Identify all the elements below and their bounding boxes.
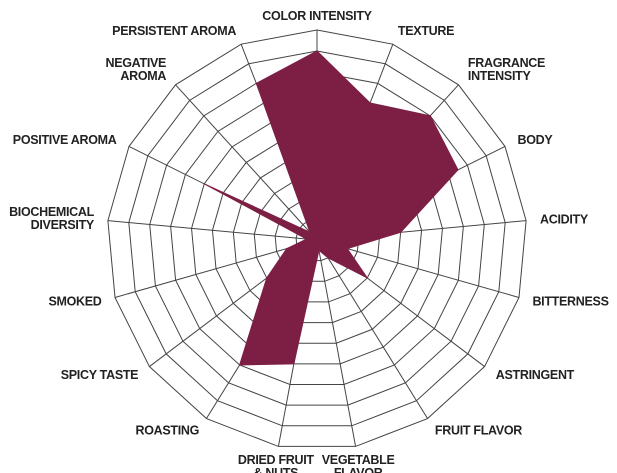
axis-label: BIOCHEMICAL bbox=[9, 205, 95, 219]
axis-label: VEGETABLE bbox=[322, 453, 395, 467]
axis-label: INTENSITY bbox=[468, 69, 532, 83]
axis-label: ACIDITY bbox=[540, 212, 589, 226]
spoke bbox=[316, 239, 357, 447]
axis-label: FRAGRANCE bbox=[468, 56, 545, 70]
axis-label: COLOR INTENSITY bbox=[262, 9, 372, 23]
spoke bbox=[175, 84, 318, 241]
axis-label: DIVERSITY bbox=[31, 218, 95, 232]
data-area bbox=[203, 50, 459, 366]
axis-label: ASTRINGENT bbox=[496, 368, 575, 382]
grid-ring bbox=[149, 71, 485, 406]
axis-label: BODY bbox=[518, 133, 554, 147]
axis-label: & NUTS bbox=[253, 466, 298, 473]
axis-label: FRUIT FLAVOR bbox=[435, 423, 522, 437]
spoke bbox=[107, 220, 318, 241]
axis-label: PERSISTENT AROMA bbox=[112, 24, 236, 38]
axis-label: TEXTURE bbox=[398, 24, 454, 38]
axis-label: FLAVOR bbox=[334, 466, 383, 473]
axis-label: POSITIVE AROMA bbox=[13, 133, 117, 147]
grid-ring bbox=[128, 50, 506, 427]
spoke bbox=[114, 239, 318, 298]
axis-label: SMOKED bbox=[48, 294, 101, 308]
axis-label: DRIED FRUIT bbox=[238, 453, 315, 467]
axis-label: NEGATIVE bbox=[106, 56, 167, 70]
spoke bbox=[316, 239, 428, 419]
spoke bbox=[316, 239, 520, 298]
axis-label: SPICY TASTE bbox=[61, 368, 139, 382]
axis-label: ROASTING bbox=[136, 423, 200, 437]
axis-label: AROMA bbox=[120, 69, 166, 83]
grid-ring bbox=[107, 29, 527, 447]
axis-label: BITTERNESS bbox=[532, 294, 608, 308]
